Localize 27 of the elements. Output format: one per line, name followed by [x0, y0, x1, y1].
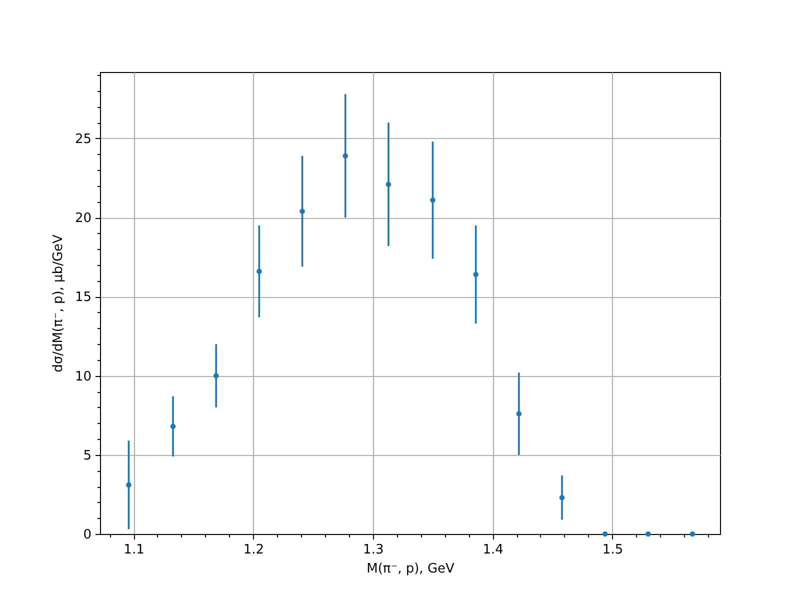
y-tick-label: 0	[83, 528, 92, 542]
x-tick-label: 1.1	[124, 542, 144, 558]
point	[386, 182, 392, 187]
point	[516, 411, 522, 416]
point	[300, 208, 305, 214]
y-tick-label: 20	[74, 211, 92, 226]
y-tick-label: 10	[74, 369, 92, 384]
point	[256, 268, 262, 274]
x-axis-title: M(π⁻, p), GeV	[366, 562, 455, 576]
point	[690, 531, 696, 537]
x-tick-label: 1.5	[602, 542, 624, 558]
point	[342, 153, 348, 158]
point	[559, 494, 565, 500]
x-tick-label: 1.4	[482, 542, 504, 558]
point	[126, 482, 132, 488]
y-tick-label: 5	[83, 448, 92, 464]
y-axis-title: dσ/dM(π⁻, p), μb/GeV	[50, 234, 66, 372]
point	[170, 424, 176, 430]
x-tick-label: 1.2	[243, 542, 264, 558]
point	[473, 272, 478, 278]
y-tick-label: 25	[74, 132, 92, 147]
point	[602, 531, 608, 537]
point	[646, 531, 651, 537]
point	[430, 198, 436, 203]
point	[213, 373, 219, 378]
x-tick-label: 1.3	[363, 542, 384, 558]
y-tick-label: 15	[74, 290, 92, 306]
